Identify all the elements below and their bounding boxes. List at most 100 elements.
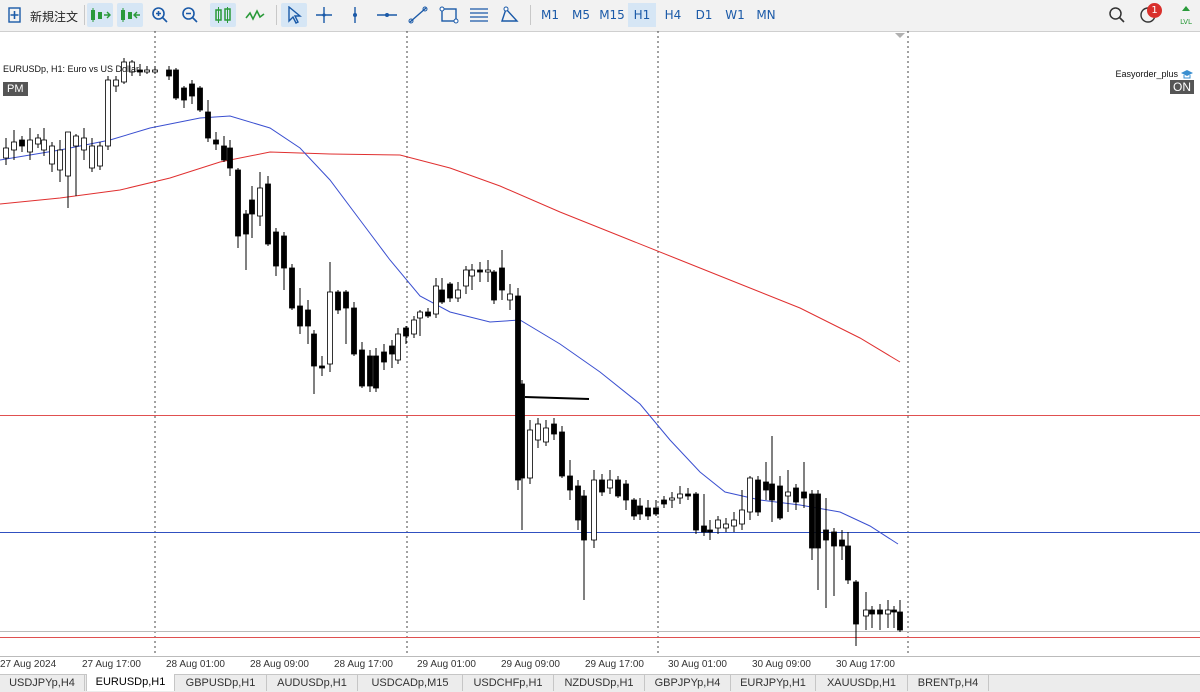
timeframe-d1[interactable]: D1 bbox=[695, 8, 713, 22]
tab-usdjpy-h4[interactable]: USDJPYp,H4 bbox=[0, 675, 85, 691]
zoom-out-button[interactable] bbox=[178, 3, 202, 27]
bearish-candle bbox=[227, 147, 233, 169]
zoom-out-icon bbox=[182, 7, 198, 23]
rectangle-icon bbox=[439, 6, 459, 24]
time-label: 29 Aug 01:00 bbox=[417, 659, 476, 670]
time-label: 29 Aug 09:00 bbox=[501, 659, 560, 670]
tab-eurjpy-h1[interactable]: EURJPYp,H1 bbox=[731, 675, 816, 691]
bearish-candle bbox=[845, 545, 851, 581]
buy-sell-right-button[interactable] bbox=[117, 3, 143, 27]
bearish-candle bbox=[897, 611, 903, 631]
fibonacci-button[interactable] bbox=[466, 3, 492, 27]
bullish-candle bbox=[97, 145, 103, 167]
tab-eurusd-h1[interactable]: EURUSDp,H1 bbox=[86, 674, 175, 691]
bearish-candle bbox=[189, 83, 195, 97]
horizontal-line-button[interactable] bbox=[374, 3, 400, 27]
zoom-in-button[interactable] bbox=[148, 3, 172, 27]
time-label: 28 Aug 17:00 bbox=[334, 659, 393, 670]
new-order-icon bbox=[8, 7, 21, 23]
bearish-candle bbox=[567, 475, 573, 491]
lvl-button[interactable]: LVL bbox=[1178, 5, 1194, 31]
tab-brent-h4[interactable]: BRENTp,H4 bbox=[908, 675, 989, 691]
timeframe-mn[interactable]: MN bbox=[756, 8, 776, 22]
candles-icon bbox=[215, 7, 231, 23]
time-label: 29 Aug 17:00 bbox=[585, 659, 644, 670]
bearish-candle bbox=[403, 327, 409, 337]
bullish-candle bbox=[723, 523, 729, 529]
bullish-candle bbox=[129, 61, 135, 73]
chart-shift-marker[interactable] bbox=[895, 33, 905, 38]
bearish-candle bbox=[381, 351, 387, 363]
bullish-candle bbox=[785, 491, 791, 497]
bearish-candle bbox=[173, 69, 179, 99]
toolbar: 新規注文 M1 M5 M15 H1 H4 D1 bbox=[0, 0, 1200, 32]
bearish-candle bbox=[491, 271, 497, 301]
time-label: 28 Aug 09:00 bbox=[250, 659, 309, 670]
symbol-tabs: USDJPYp,H4 EURUSDp,H1 GBPUSDp,H1 AUDUSDp… bbox=[0, 674, 1200, 692]
bearish-candle bbox=[235, 169, 241, 237]
bearish-candle bbox=[877, 609, 883, 615]
bullish-candle bbox=[863, 609, 869, 617]
timeframe-h4[interactable]: H4 bbox=[664, 8, 682, 22]
bullish-candle bbox=[411, 319, 417, 335]
tab-usdchf-h1[interactable]: USDCHFp,H1 bbox=[463, 675, 554, 691]
trendline-button[interactable] bbox=[405, 3, 431, 27]
vertical-line-button[interactable] bbox=[344, 3, 366, 27]
tab-gbpusd-h1[interactable]: GBPUSDp,H1 bbox=[175, 675, 267, 691]
tab-audusd-h1[interactable]: AUDUSDp,H1 bbox=[267, 675, 358, 691]
expert-advisor-status[interactable]: ON bbox=[1170, 80, 1194, 94]
bullish-candle bbox=[543, 427, 549, 443]
bullish-candle bbox=[57, 149, 63, 171]
bearish-candle bbox=[623, 483, 629, 501]
bearish-candle bbox=[831, 531, 837, 547]
bearish-candle bbox=[769, 483, 775, 501]
bullish-candle bbox=[89, 145, 95, 169]
timeframe-m1[interactable]: M1 bbox=[541, 8, 559, 22]
bearish-candle bbox=[581, 495, 587, 541]
new-order-button[interactable] bbox=[4, 3, 26, 27]
cursor-button[interactable] bbox=[281, 3, 307, 27]
bullish-candle bbox=[433, 285, 439, 315]
new-order-label[interactable]: 新規注文 bbox=[30, 10, 79, 24]
bullish-candle bbox=[535, 423, 541, 441]
candlesticks[interactable] bbox=[3, 58, 903, 646]
chart-canvas[interactable] bbox=[0, 31, 1200, 656]
bearish-candle bbox=[499, 267, 505, 291]
bullish-candle bbox=[113, 79, 119, 87]
price-chart[interactable]: EURUSDp, H1: Euro vs US Dollar PM Easyor… bbox=[0, 31, 1200, 656]
timeframe-w1[interactable]: W1 bbox=[725, 8, 745, 22]
bearish-candle bbox=[359, 349, 365, 387]
tab-xauusd-h1[interactable]: XAUUSDp,H1 bbox=[816, 675, 908, 691]
bearish-candle bbox=[793, 487, 799, 503]
bullish-candle bbox=[65, 131, 71, 177]
bullish-candle bbox=[739, 509, 745, 525]
lvl-icon: LVL bbox=[1180, 6, 1192, 26]
timeframe-m5[interactable]: M5 bbox=[572, 8, 590, 22]
bearish-candle bbox=[243, 213, 249, 235]
candles-button[interactable] bbox=[210, 3, 236, 27]
search-button[interactable] bbox=[1108, 6, 1126, 28]
rectangle-button[interactable] bbox=[436, 3, 462, 27]
bullish-candle bbox=[81, 137, 87, 151]
timeframe-m15[interactable]: M15 bbox=[599, 8, 625, 22]
bullish-candle bbox=[144, 69, 150, 73]
buy-sell-left-icon bbox=[91, 8, 111, 22]
tab-nzdusd-h1[interactable]: NZDUSDp,H1 bbox=[554, 675, 645, 691]
tab-gbpjpy-h4[interactable]: GBPJPYp,H4 bbox=[645, 675, 731, 691]
bullish-candle bbox=[455, 289, 461, 299]
crosshair-button[interactable] bbox=[312, 3, 336, 27]
shapes-button[interactable] bbox=[496, 3, 522, 27]
bearish-candle bbox=[297, 305, 303, 327]
bullish-candle bbox=[485, 269, 491, 273]
bearish-candle bbox=[685, 493, 691, 497]
timeframe-h1[interactable]: H1 bbox=[628, 3, 656, 27]
cursor-icon bbox=[288, 6, 302, 24]
line-chart-button[interactable] bbox=[242, 3, 268, 27]
session-badge: PM bbox=[3, 82, 28, 96]
tab-usdcad-m15[interactable]: USDCADp,M15 bbox=[358, 675, 463, 691]
bullish-candle bbox=[607, 479, 613, 489]
drawn-trendline[interactable] bbox=[524, 396, 590, 400]
bearish-candle bbox=[305, 309, 311, 327]
buy-sell-left-button[interactable] bbox=[87, 3, 113, 27]
bullish-candle bbox=[49, 145, 55, 165]
